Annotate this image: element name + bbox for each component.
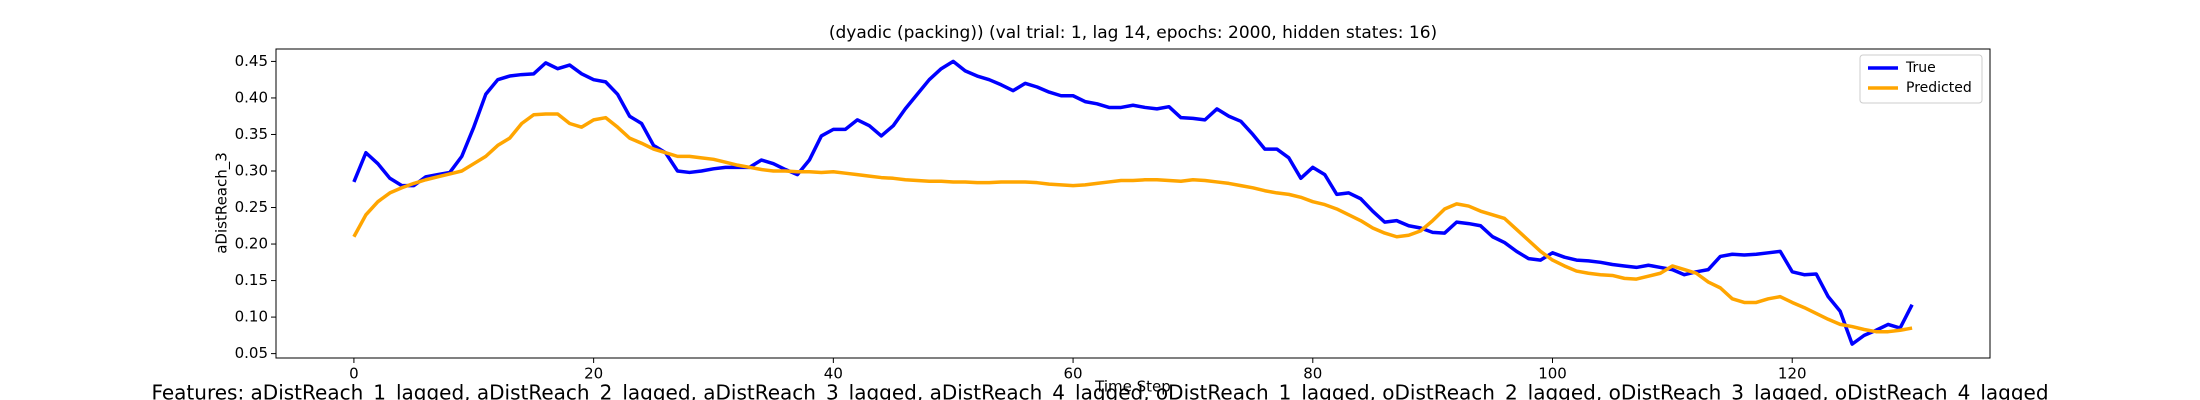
x-tick-label: 20 — [584, 365, 603, 383]
y-tick-label: 0.40 — [235, 88, 268, 106]
data-line — [352, 112, 1913, 334]
x-tick-label: 40 — [824, 365, 843, 383]
y-tick-label: 0.35 — [235, 125, 268, 143]
x-tick-label: 120 — [1778, 365, 1807, 383]
chart-title: (dyadic (packing)) (val trial: 1, lag 14… — [829, 23, 1437, 43]
y-axis-label: aDistReach_3 — [213, 152, 232, 254]
x-tick-label: 0 — [349, 365, 359, 383]
legend-label: Predicted — [1906, 80, 1972, 96]
y-tick-label: 0.30 — [235, 161, 268, 179]
y-tick-label: 0.20 — [235, 235, 268, 253]
data-line — [352, 59, 1914, 346]
x-tick-label: 100 — [1538, 365, 1567, 383]
legend-label: True — [1905, 60, 1936, 76]
y-tick-label: 0.45 — [235, 52, 268, 70]
plot-frame — [275, 48, 1991, 359]
y-tick-label: 0.10 — [235, 308, 268, 326]
x-tick-label: 60 — [1064, 365, 1083, 383]
x-tick-label: 80 — [1303, 365, 1322, 383]
x-axis-label: Time Step — [1094, 378, 1171, 396]
footnote: Features: aDistReach_1_lagged, aDistReac… — [151, 381, 2048, 400]
y-tick-label: 0.05 — [235, 344, 268, 362]
y-tick-label: 0.15 — [235, 271, 268, 289]
y-tick-label: 0.25 — [235, 198, 268, 216]
